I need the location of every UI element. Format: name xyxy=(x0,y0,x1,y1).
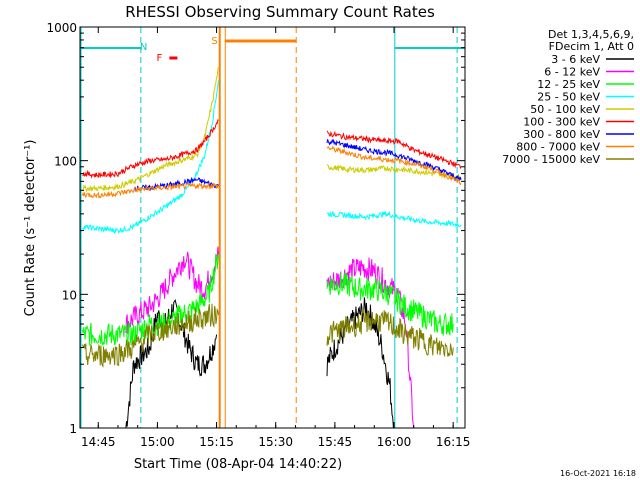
series-line-5-seg-1 xyxy=(326,130,462,169)
series-line-0-seg-0 xyxy=(125,298,218,429)
x-tick-label-6: 16:15 xyxy=(436,435,471,449)
x-tick-label-2: 15:15 xyxy=(199,435,234,449)
series-line-1-seg-0 xyxy=(125,246,219,334)
plot-frame xyxy=(79,26,466,429)
x-axis-label: Start Time (08-Apr-04 14:40:22) xyxy=(134,457,342,472)
y-tick-label-0: 1 xyxy=(69,422,77,436)
y-tick-label-3: 1000 xyxy=(46,21,77,35)
annotation-s: S xyxy=(211,36,217,47)
series-line-0-seg-1 xyxy=(326,297,394,429)
legend-label-3: 25 - 50 keV xyxy=(537,91,600,104)
legend-label-6: 300 - 800 keV xyxy=(523,128,600,141)
series-line-2-seg-1 xyxy=(326,272,454,337)
series-line-7-seg-1 xyxy=(326,145,462,186)
series-line-8-seg-1 xyxy=(326,308,454,358)
series-line-6-seg-0 xyxy=(133,176,219,192)
legend-label-2: 12 - 25 keV xyxy=(537,78,600,91)
legend-label-0: 3 - 6 keV xyxy=(551,53,600,66)
x-tick-label-5: 16:00 xyxy=(377,435,412,449)
legend-label-4: 50 - 100 keV xyxy=(530,103,600,116)
x-tick-label-3: 15:30 xyxy=(258,435,293,449)
generation-timestamp: 16-Oct-2021 16:18 xyxy=(560,469,636,478)
legend-label-5: 100 - 300 keV xyxy=(523,116,600,129)
annotation-f: F xyxy=(156,53,162,64)
x-tick-label-1: 15:00 xyxy=(140,435,175,449)
annotation-n: N xyxy=(140,42,147,53)
legend-label-7: 800 - 7000 keV xyxy=(516,141,600,154)
series-line-5-seg-0 xyxy=(82,118,219,179)
series-line-7-seg-0 xyxy=(82,181,219,200)
series-line-8-seg-0 xyxy=(82,303,219,368)
y-axis-label: Count Rate (s⁻¹ detector⁻¹) xyxy=(23,140,38,317)
plot-area: NF S 14:45 15:00 15:15 15:30 15:45 16:00 16:15 1 1… xyxy=(46,21,470,449)
legend-label-8: 7000 - 15000 keV xyxy=(502,153,600,166)
series-line-3-seg-1 xyxy=(326,210,462,228)
legend-header-line-1: Det 1,3,4,5,6,9, xyxy=(548,28,634,41)
series-line-2-seg-0 xyxy=(82,253,219,347)
series-line-4-seg-1 xyxy=(326,164,462,181)
series-line-3-seg-0 xyxy=(82,80,219,235)
x-tick-label-4: 15:45 xyxy=(318,435,353,449)
series-line-4-seg-0 xyxy=(82,67,219,193)
chart-title: RHESSI Observing Summary Count Rates xyxy=(125,3,435,21)
y-tick-label-1: 10 xyxy=(62,288,77,302)
legend-label-1: 6 - 12 keV xyxy=(544,66,600,79)
x-tick-label-0: 14:45 xyxy=(81,435,116,449)
legend-header-line-2: FDecim 1, Att 0 xyxy=(549,40,634,53)
y-tick-label-2: 100 xyxy=(54,155,77,169)
